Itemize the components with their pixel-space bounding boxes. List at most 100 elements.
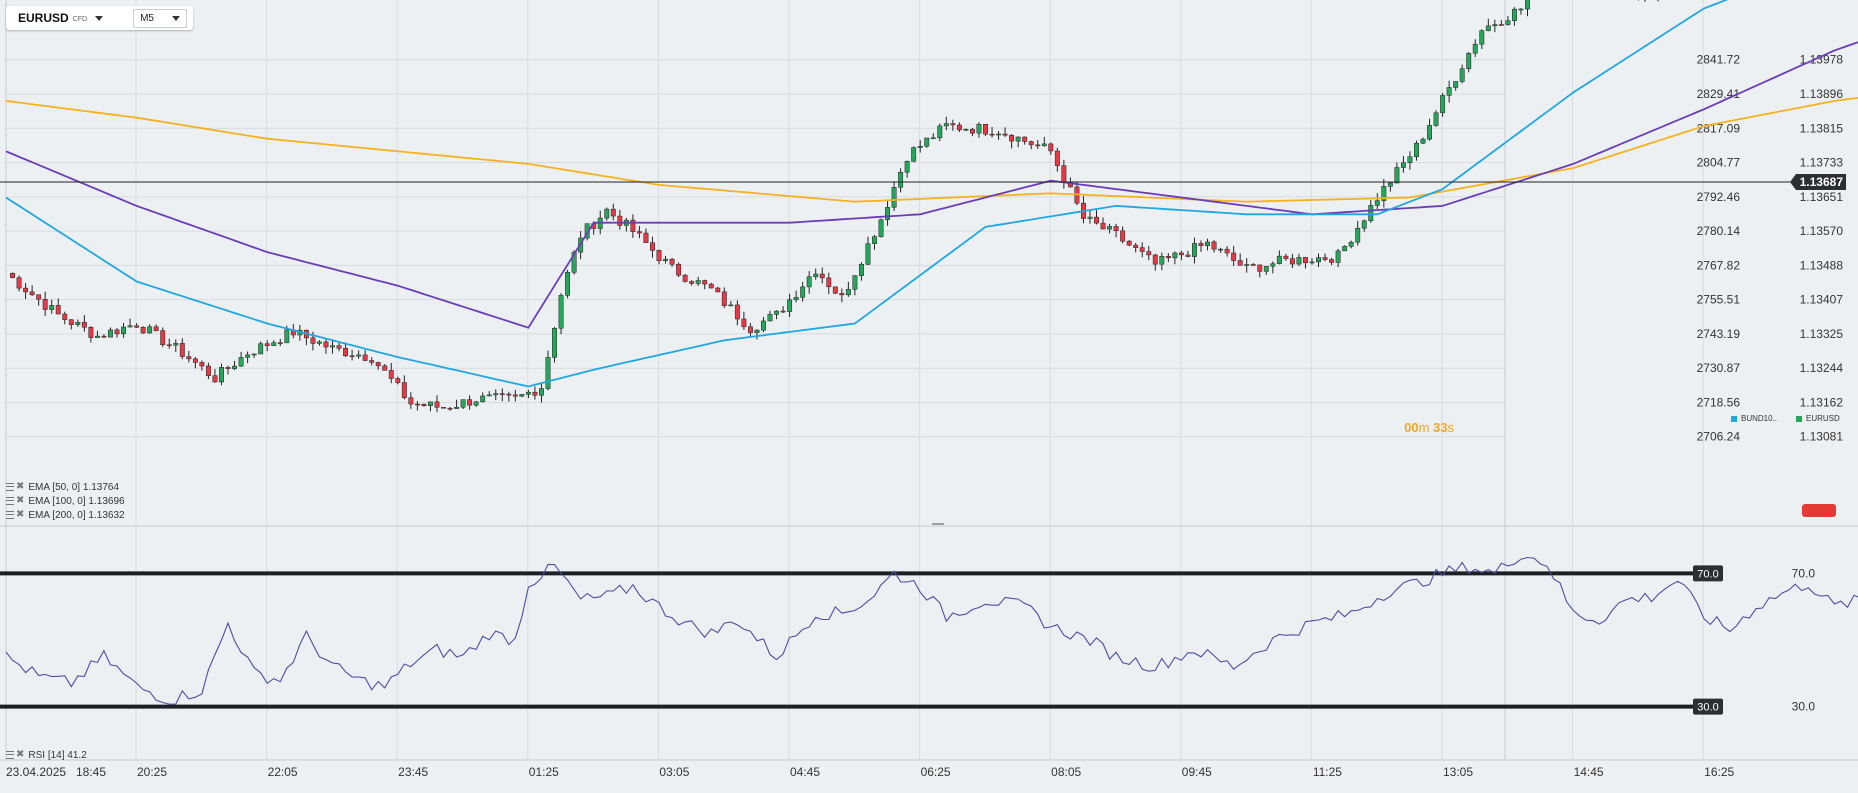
candle-down bbox=[29, 291, 35, 296]
candle-down bbox=[989, 133, 995, 136]
candle-down bbox=[1002, 133, 1008, 136]
legend-rsi[interactable]: ✖ RSI [14] 41.2 bbox=[6, 749, 87, 761]
menu-icon[interactable] bbox=[6, 497, 14, 505]
mini-legend-eurusd-label: EURUSD bbox=[1806, 414, 1840, 423]
candle-up bbox=[49, 305, 55, 310]
timeframe-dropdown-icon bbox=[171, 15, 180, 21]
menu-icon[interactable] bbox=[6, 751, 14, 759]
candle-down bbox=[1022, 136, 1028, 142]
candle-down bbox=[643, 232, 649, 243]
candle-down bbox=[1498, 24, 1504, 26]
candle-down bbox=[414, 403, 420, 406]
x-tick-label: 03:05 bbox=[659, 765, 689, 779]
close-icon[interactable]: ✖ bbox=[16, 481, 25, 492]
menu-icon[interactable] bbox=[6, 483, 14, 491]
candle-down bbox=[1329, 259, 1335, 263]
candle-up bbox=[1296, 257, 1302, 265]
candle-down bbox=[349, 355, 355, 358]
candle-down bbox=[160, 330, 166, 346]
candle-down bbox=[62, 313, 68, 320]
candle-down bbox=[826, 277, 832, 288]
timeframe-select[interactable]: M5 bbox=[133, 8, 187, 28]
x-tick-label: 23:45 bbox=[398, 765, 428, 779]
y-tick-label-left: 2780.14 bbox=[1697, 224, 1741, 238]
candle-down bbox=[1054, 150, 1060, 166]
candle-up bbox=[878, 219, 884, 237]
candle-up bbox=[121, 326, 126, 335]
candle-down bbox=[199, 362, 205, 367]
candle-down bbox=[55, 305, 61, 315]
color-swatch bbox=[1731, 415, 1737, 422]
candle-up bbox=[767, 314, 773, 322]
x-tick-label: 04:45 bbox=[790, 765, 820, 779]
candle-down bbox=[388, 370, 394, 379]
candle-down bbox=[1009, 134, 1015, 142]
y-tick-label-right: 1.13570 bbox=[1800, 224, 1844, 238]
candle-up bbox=[1348, 241, 1354, 247]
candle-down bbox=[969, 129, 975, 134]
rsi-y-tick-label: 70.0 bbox=[1792, 566, 1816, 580]
candle-up bbox=[1420, 138, 1426, 144]
candle-up bbox=[1205, 241, 1210, 246]
candle-up bbox=[911, 147, 917, 162]
candle-up bbox=[787, 299, 793, 312]
legend-ema200[interactable]: ✖ EMA [200, 0] 1.13632 bbox=[6, 509, 125, 521]
candle-up bbox=[493, 393, 499, 396]
candle-up bbox=[885, 207, 890, 220]
candle-down bbox=[68, 319, 74, 325]
candle-down bbox=[153, 326, 159, 331]
y-tick-label-left: 2730.87 bbox=[1697, 361, 1741, 375]
candle-up bbox=[1427, 125, 1432, 140]
candle-up bbox=[173, 343, 179, 346]
close-icon[interactable]: ✖ bbox=[16, 749, 25, 760]
close-icon[interactable]: ✖ bbox=[16, 509, 25, 520]
candle-down bbox=[741, 318, 747, 328]
y-tick-label-right: 1.13162 bbox=[1800, 395, 1844, 409]
y-tick-label-right: 1.13815 bbox=[1800, 121, 1844, 135]
legend-ema50[interactable]: ✖ EMA [50, 0] 1.13764 bbox=[6, 481, 125, 493]
candle-up bbox=[147, 326, 153, 334]
candle-up bbox=[473, 401, 479, 406]
candle-up bbox=[1394, 167, 1400, 184]
candle-up bbox=[316, 341, 322, 344]
candle-up bbox=[898, 172, 904, 188]
candle-down bbox=[1152, 254, 1158, 265]
menu-icon[interactable] bbox=[6, 511, 14, 519]
candle-up bbox=[1361, 220, 1367, 229]
candle-down bbox=[369, 360, 375, 363]
candle-down bbox=[1048, 143, 1054, 152]
legend-ema100[interactable]: ✖ EMA [100, 0] 1.13696 bbox=[6, 495, 125, 507]
trade-button[interactable] bbox=[1802, 504, 1836, 517]
candle-up bbox=[1374, 200, 1380, 206]
candle-down bbox=[1185, 254, 1191, 257]
candle-up bbox=[1015, 136, 1021, 142]
candle-countdown: 00m 33s bbox=[1404, 420, 1454, 435]
candle-down bbox=[1322, 257, 1328, 260]
candle-down bbox=[1224, 248, 1230, 254]
mini-legend-bund[interactable]: BUND10.. bbox=[1731, 414, 1777, 423]
candle-up bbox=[963, 129, 969, 131]
symbol-dropdown-icon[interactable] bbox=[95, 15, 104, 21]
close-icon[interactable]: ✖ bbox=[16, 495, 25, 506]
candle-down bbox=[467, 399, 473, 406]
candle-up bbox=[1479, 30, 1485, 45]
legend-ema100-label: EMA [100, 0] 1.13696 bbox=[28, 495, 125, 507]
candle-down bbox=[186, 356, 192, 360]
mini-legend-eurusd[interactable]: EURUSD bbox=[1796, 414, 1840, 423]
candle-down bbox=[499, 393, 505, 395]
candle-down bbox=[1289, 258, 1295, 265]
candle-up bbox=[460, 399, 466, 408]
candle-down bbox=[362, 354, 368, 361]
candle-up bbox=[245, 354, 251, 358]
symbol-selector[interactable]: EURUSD CFD M5 bbox=[6, 6, 193, 30]
candle-up bbox=[1309, 261, 1315, 264]
candle-down bbox=[702, 280, 708, 285]
candle-down bbox=[676, 263, 682, 276]
candle-down bbox=[1165, 256, 1171, 259]
candle-down bbox=[1303, 257, 1308, 264]
candle-up bbox=[238, 357, 244, 367]
candle-down bbox=[225, 367, 231, 369]
candle-down bbox=[617, 215, 623, 226]
